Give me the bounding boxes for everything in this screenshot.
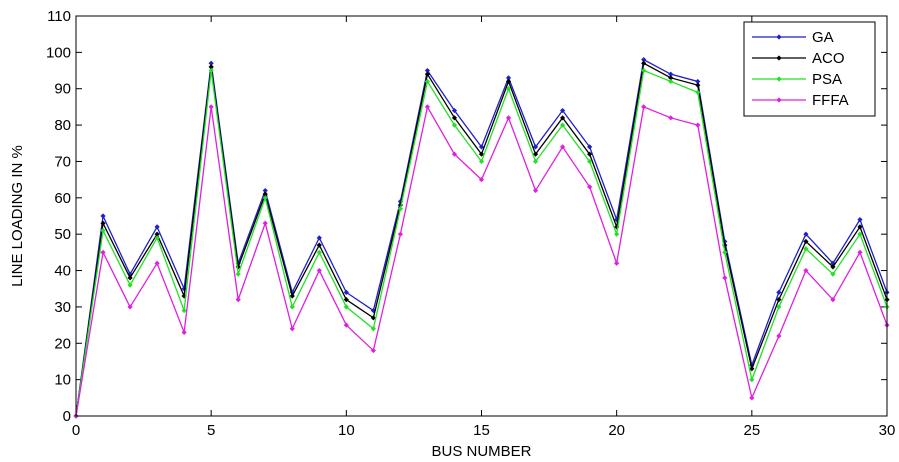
data-point-aco bbox=[317, 242, 322, 247]
x-tick-label: 0 bbox=[72, 422, 80, 439]
data-point-ga bbox=[100, 213, 105, 218]
data-point-fffa bbox=[749, 395, 754, 400]
x-tick-label: 30 bbox=[879, 422, 896, 439]
x-tick-label: 15 bbox=[473, 422, 490, 439]
legend-label-aco: ACO bbox=[812, 50, 845, 67]
data-point-fffa bbox=[857, 250, 862, 255]
data-point-psa bbox=[317, 250, 322, 255]
data-point-fffa bbox=[614, 261, 619, 266]
y-axis-label-group: LINE LOADING IN % bbox=[9, 145, 26, 287]
x-tick-label: 5 bbox=[207, 422, 215, 439]
y-axis-label: LINE LOADING IN % bbox=[9, 145, 26, 287]
series-psa bbox=[73, 68, 889, 419]
data-point-fffa bbox=[182, 330, 187, 335]
y-tick-label: 30 bbox=[54, 299, 71, 316]
legend-box bbox=[744, 22, 875, 116]
y-tick-label: 70 bbox=[54, 153, 71, 170]
data-point-psa bbox=[749, 377, 754, 382]
data-point-fffa bbox=[641, 104, 646, 109]
data-point-fffa bbox=[100, 250, 105, 255]
data-point-fffa bbox=[263, 221, 268, 226]
legend-label-psa: PSA bbox=[812, 71, 842, 88]
series-line-psa bbox=[76, 71, 887, 416]
y-tick-label: 110 bbox=[47, 8, 71, 25]
data-point-fffa bbox=[290, 326, 295, 331]
x-tick-label: 25 bbox=[743, 422, 760, 439]
y-tick-label: 40 bbox=[54, 263, 71, 280]
y-tick-label: 20 bbox=[54, 335, 71, 352]
legend-label-fffa: FFFA bbox=[812, 92, 849, 109]
data-point-fffa bbox=[236, 297, 241, 302]
data-point-aco bbox=[641, 61, 646, 66]
y-tick-label: 10 bbox=[54, 372, 71, 389]
data-point-psa bbox=[290, 304, 295, 309]
series-fffa bbox=[73, 104, 889, 418]
data-point-fffa bbox=[317, 268, 322, 273]
data-point-aco bbox=[695, 82, 700, 87]
data-point-fffa bbox=[209, 104, 214, 109]
data-point-fffa bbox=[506, 115, 511, 120]
y-tick-label: 50 bbox=[54, 226, 71, 243]
data-point-fffa bbox=[722, 275, 727, 280]
data-point-fffa bbox=[695, 122, 700, 127]
data-point-psa bbox=[236, 272, 241, 277]
y-tick-label: 90 bbox=[54, 81, 71, 98]
x-tick-label: 10 bbox=[338, 422, 355, 439]
data-point-fffa bbox=[425, 104, 430, 109]
data-point-ga bbox=[155, 224, 160, 229]
data-point-fffa bbox=[668, 115, 673, 120]
legend-label-ga: GA bbox=[812, 29, 834, 46]
x-tick-label: 20 bbox=[608, 422, 625, 439]
y-tick-label: 80 bbox=[54, 117, 71, 134]
y-tick-label: 100 bbox=[46, 44, 71, 61]
data-point-psa bbox=[614, 232, 619, 237]
data-point-fffa bbox=[776, 333, 781, 338]
y-tick-label: 60 bbox=[54, 190, 71, 207]
data-point-psa bbox=[127, 282, 132, 287]
data-point-psa bbox=[668, 79, 673, 84]
x-axis-label: BUS NUMBER bbox=[431, 443, 531, 460]
data-point-ga bbox=[317, 235, 322, 240]
data-point-fffa bbox=[398, 232, 403, 237]
legend: GA ACO PSA FFFA bbox=[744, 22, 875, 116]
y-tick-label: 0 bbox=[63, 408, 71, 425]
